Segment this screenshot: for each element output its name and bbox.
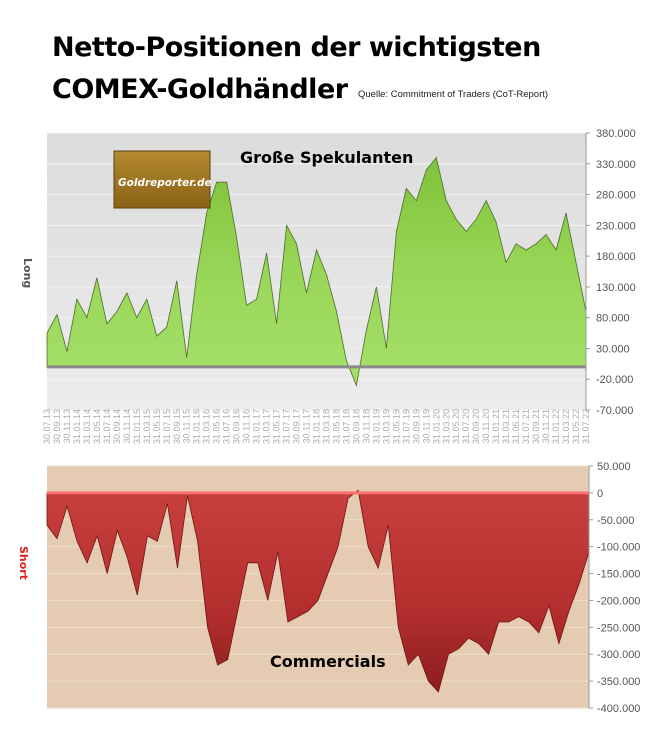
- x-tick-label: 30.11.15: [182, 409, 192, 443]
- x-tick-label: 30.11.13: [62, 409, 72, 443]
- y-tick-label: 80.000: [596, 313, 630, 325]
- x-tick-label: 31.05.15: [152, 409, 162, 444]
- x-tick-label: 30.09.13: [52, 409, 62, 444]
- x-tick-label: 31.03.15: [142, 409, 152, 444]
- y-tick-label: -400.000: [597, 703, 640, 715]
- x-tick-label: 30.11.19: [421, 409, 431, 443]
- chart-title-line2: COMEX-Goldhändler: [52, 74, 349, 105]
- x-tick-label: 30.09.14: [112, 409, 122, 444]
- y-tick-label: 280.000: [596, 190, 636, 202]
- y-tick-label: 330.000: [596, 159, 636, 171]
- x-tick-label: 31.01.18: [312, 409, 322, 444]
- x-tick-label: 31.07.18: [341, 409, 351, 444]
- speculators-area: [46, 156, 587, 387]
- x-tick-label: 31.07.16: [222, 409, 232, 444]
- x-tick-label: 31.05.22: [571, 409, 581, 444]
- y-tick-label: 230.000: [596, 220, 636, 232]
- x-tick-label: 31.07.19: [401, 409, 411, 444]
- y-tick-label: -70.000: [596, 405, 633, 417]
- y-tick-label: 30.000: [596, 343, 630, 355]
- x-tick-label: 31.07.22: [581, 409, 591, 444]
- x-tick-label: 30.09.19: [411, 409, 421, 444]
- x-tick-label: 31.05.21: [511, 409, 521, 444]
- x-tick-label: 30.09.20: [471, 409, 481, 444]
- commercials-panel-label: Commercials: [270, 652, 386, 671]
- x-tick-label: 31.01.17: [252, 409, 262, 444]
- x-tick-label: 30.11.18: [361, 409, 371, 443]
- x-tick-label: 31.01.19: [371, 409, 381, 444]
- x-tick-label: 31.05.20: [451, 409, 461, 444]
- x-tick-label: 30.11.14: [122, 409, 132, 443]
- y-tick-label: -300.000: [597, 649, 640, 661]
- x-tick-label: 31.03.19: [381, 409, 391, 444]
- y-tick-label: -50.000: [597, 515, 634, 527]
- x-tick-label: 30.07.13: [42, 409, 52, 444]
- x-tick-label: 31.07.15: [162, 409, 172, 444]
- logo-text: Goldreporter.de: [118, 177, 212, 189]
- speculators-y-ticks: 380.000 330.000 280.000 230.000 180.000 130.0…: [586, 128, 636, 417]
- x-tick-label: 31.07.20: [461, 409, 471, 444]
- y-tick-label: 180.000: [596, 251, 636, 263]
- x-tick-label: 30.09.18: [351, 409, 361, 444]
- y-tick-label: 0: [597, 488, 603, 500]
- x-tick-label: 31.01.16: [192, 409, 202, 444]
- y-tick-label: -200.000: [597, 595, 640, 607]
- x-tick-label: 30.09.16: [232, 409, 242, 444]
- x-tick-label: 31.05.16: [212, 409, 222, 444]
- short-axis-label: Short: [17, 546, 30, 580]
- x-tick-label: 31.01.20: [431, 409, 441, 444]
- x-tick-label: 31.05.14: [92, 409, 102, 444]
- x-tick-label: 31.03.16: [202, 409, 212, 444]
- y-tick-label: 50.000: [597, 461, 631, 473]
- x-tick-label: 31.05.17: [272, 409, 282, 444]
- y-tick-label: -250.000: [597, 622, 640, 634]
- x-tick-label: 31.03.17: [262, 409, 272, 444]
- x-tick-label: 30.11.20: [481, 409, 491, 443]
- x-tick-label: 31.05.19: [391, 409, 401, 444]
- x-tick-label: 30.11.21: [541, 409, 551, 443]
- commercials-area: [46, 489, 590, 693]
- x-tick-label: 31.03.14: [82, 409, 92, 444]
- chart-title-line1: Netto-Positionen der wichtigsten: [52, 32, 541, 63]
- x-tick-label: 30.09.21: [531, 409, 541, 444]
- y-tick-label: 130.000: [596, 282, 636, 294]
- x-tick-label: 31.01.15: [132, 409, 142, 444]
- x-tick-label: 30.11.16: [242, 409, 252, 443]
- source-note: Quelle: Commitment of Traders (CoT-Repor…: [358, 89, 548, 100]
- x-tick-label: 31.03.21: [501, 409, 511, 444]
- y-tick-label: -150.000: [597, 569, 640, 581]
- y-tick-label: -20.000: [596, 374, 633, 386]
- x-tick-label: 31.01.14: [72, 409, 82, 444]
- x-tick-label: 30.09.17: [292, 409, 302, 444]
- x-tick-label: 31.03.18: [321, 409, 331, 444]
- x-tick-label: 31.03.22: [561, 409, 571, 444]
- x-tick-label: 31.01.22: [551, 409, 561, 444]
- x-tick-label: 31.07.17: [282, 409, 292, 444]
- y-tick-label: -350.000: [597, 676, 640, 688]
- x-tick-label: 31.05.18: [331, 409, 341, 444]
- x-tick-label: 30.11.17: [302, 409, 312, 443]
- x-axis-ticks: 30.07.13 30.09.13 30.11.13 31.01.14 31.03.14…: [42, 409, 591, 444]
- x-tick-label: 31.07.21: [521, 409, 531, 444]
- goldreporter-logo: Goldreporter.de: [113, 150, 212, 209]
- long-axis-label: Long: [21, 258, 34, 288]
- y-tick-label: 380.000: [596, 128, 636, 140]
- x-tick-label: 31.07.14: [102, 409, 112, 444]
- x-tick-label: 31.01.21: [491, 409, 501, 444]
- x-tick-label: 31.03.20: [441, 409, 451, 444]
- commercials-y-ticks: 50.000 0 -50.000 -100.000 -150.000 -200.000 -2…: [589, 461, 640, 715]
- x-tick-label: 30.09.15: [172, 409, 182, 444]
- y-tick-label: -100.000: [597, 542, 640, 554]
- speculators-panel-label: Große Spekulanten: [240, 148, 413, 167]
